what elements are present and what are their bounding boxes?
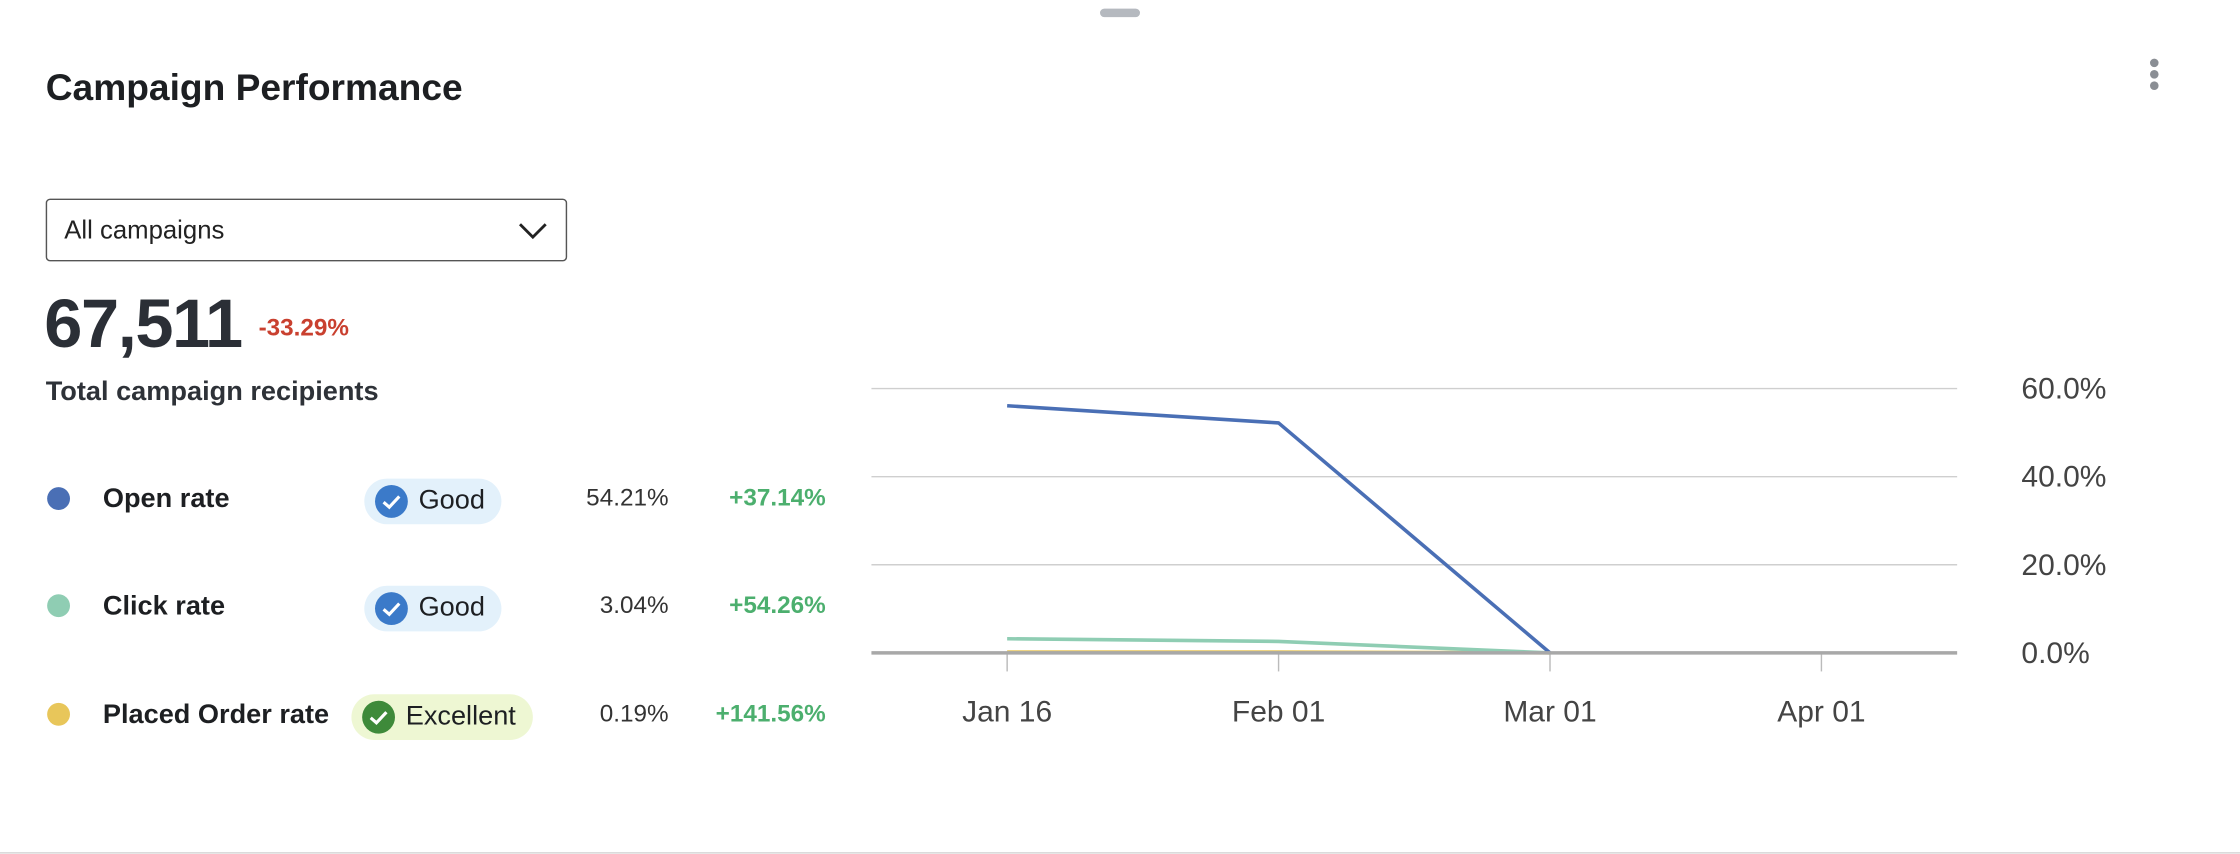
y-tick-label: 60.0% bbox=[2021, 373, 2106, 406]
metric-name: Placed Order rate bbox=[102, 699, 330, 730]
status-badge: Good bbox=[364, 478, 503, 525]
kpi-value: 67,511 bbox=[44, 287, 243, 363]
y-tick-label: 20.0% bbox=[2021, 549, 2106, 582]
y-tick-label: 40.0% bbox=[2021, 461, 2106, 494]
dropdown-text: All campaigns bbox=[64, 215, 225, 245]
chevron bbox=[518, 223, 547, 240]
y-tick-label: 0.0% bbox=[2021, 637, 2089, 670]
kpi-change: -33.29% bbox=[258, 314, 350, 342]
metric-name: Open rate bbox=[102, 484, 230, 515]
campaign-dropdown[interactable]: All campaigns bbox=[45, 198, 568, 262]
badge-text: Excellent bbox=[405, 701, 516, 732]
x-tick-label: Mar 01 bbox=[1503, 695, 1596, 728]
metric-change: +37.14% bbox=[729, 484, 826, 512]
series-line bbox=[1007, 636, 1551, 655]
status-badge: Good bbox=[364, 585, 503, 632]
series-line bbox=[1007, 403, 1552, 655]
x-tick-label: Jan 16 bbox=[962, 695, 1052, 728]
x-tick-label: Apr 01 bbox=[1777, 695, 1865, 728]
kpi-label: Total campaign recipients bbox=[45, 377, 379, 408]
x-tick-label: Feb 01 bbox=[1232, 695, 1325, 728]
series-dot bbox=[47, 487, 70, 510]
kebab-menu[interactable] bbox=[2149, 58, 2159, 90]
metric-change: +141.56% bbox=[715, 699, 826, 728]
metric-value: 0.19% bbox=[599, 699, 669, 728]
card-title: Campaign Performance bbox=[45, 65, 463, 109]
badge-text: Good bbox=[418, 592, 485, 623]
badge-icon bbox=[362, 700, 395, 734]
metric-name: Click rate bbox=[102, 591, 226, 622]
badge-text: Good bbox=[418, 485, 485, 516]
drag-handle[interactable] bbox=[1099, 8, 1140, 18]
series-dot bbox=[47, 702, 70, 726]
badge-icon bbox=[374, 484, 408, 518]
metric-change: +54.26% bbox=[729, 591, 826, 619]
status-badge: Excellent bbox=[351, 694, 534, 740]
badge-icon bbox=[374, 592, 408, 625]
metric-value: 54.21% bbox=[586, 484, 669, 512]
series-dot bbox=[47, 594, 70, 618]
metric-value: 3.04% bbox=[599, 591, 669, 619]
